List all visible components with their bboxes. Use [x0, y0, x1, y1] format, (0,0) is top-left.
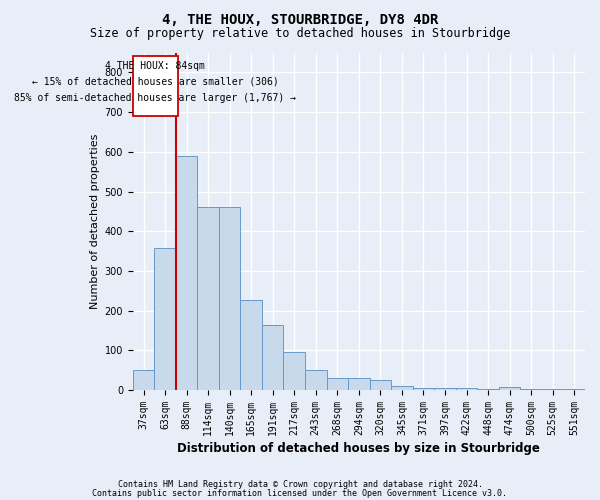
Bar: [499, 387, 520, 390]
Bar: [413, 388, 434, 390]
Bar: [154, 248, 176, 390]
Bar: [262, 324, 283, 390]
X-axis label: Distribution of detached houses by size in Stourbridge: Distribution of detached houses by size …: [178, 442, 541, 455]
Bar: [241, 300, 262, 390]
Text: ← 15% of detached houses are smaller (306): ← 15% of detached houses are smaller (30…: [32, 77, 279, 87]
Bar: [456, 388, 478, 390]
Text: 85% of semi-detached houses are larger (1,767) →: 85% of semi-detached houses are larger (…: [14, 93, 296, 103]
Y-axis label: Number of detached properties: Number of detached properties: [91, 134, 100, 309]
Text: Size of property relative to detached houses in Stourbridge: Size of property relative to detached ho…: [90, 28, 510, 40]
Bar: [305, 370, 326, 390]
Bar: [133, 370, 154, 390]
Bar: [197, 208, 219, 390]
Bar: [326, 378, 348, 390]
Bar: [283, 352, 305, 390]
Text: 4, THE HOUX, STOURBRIDGE, DY8 4DR: 4, THE HOUX, STOURBRIDGE, DY8 4DR: [162, 12, 438, 26]
Bar: [370, 380, 391, 390]
Text: Contains HM Land Registry data © Crown copyright and database right 2024.: Contains HM Land Registry data © Crown c…: [118, 480, 482, 489]
FancyBboxPatch shape: [133, 56, 178, 116]
Text: Contains public sector information licensed under the Open Government Licence v3: Contains public sector information licen…: [92, 488, 508, 498]
Bar: [219, 208, 241, 390]
Bar: [348, 378, 370, 390]
Bar: [176, 156, 197, 390]
Text: 4 THE HOUX: 84sqm: 4 THE HOUX: 84sqm: [106, 60, 205, 70]
Bar: [391, 386, 413, 390]
Bar: [434, 388, 456, 390]
